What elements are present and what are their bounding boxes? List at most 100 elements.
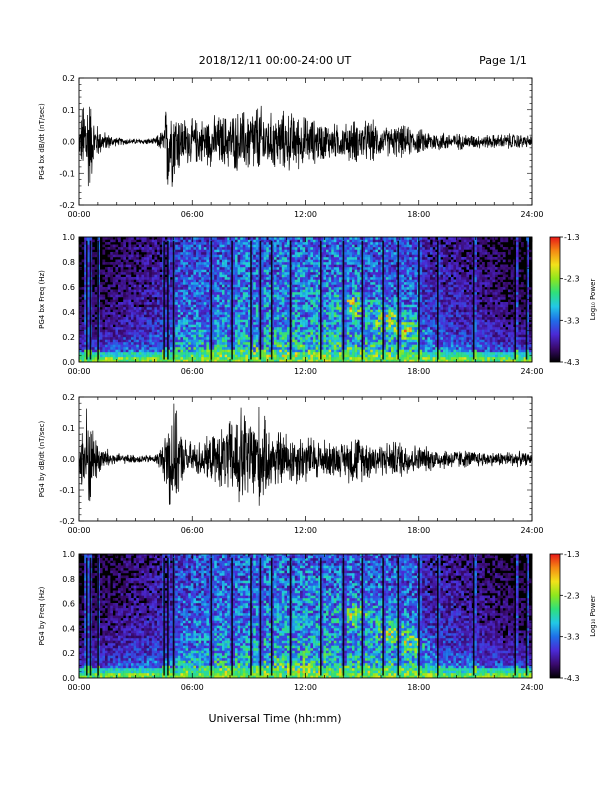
heatmap-cell [276, 252, 280, 255]
heatmap-cell [245, 302, 249, 305]
heatmap-cell [287, 342, 290, 345]
heatmap-cell [307, 257, 311, 260]
heatmap-cell [180, 327, 184, 330]
heatmap-cell [177, 322, 181, 325]
heatmap-cell [242, 254, 246, 258]
heatmap-cell [250, 357, 254, 360]
heatmap-cell [138, 297, 142, 300]
heatmap-cell [305, 287, 308, 290]
heatmap-cell [196, 359, 199, 362]
heatmap-cell [227, 349, 230, 353]
heatmap-cell [281, 257, 285, 260]
heatmap-cell [305, 324, 308, 328]
heatmap-cell [141, 302, 145, 305]
heatmap-cell [196, 289, 199, 293]
heatmap-cell [203, 282, 207, 285]
heatmap-cell [284, 299, 288, 303]
heatmap-cell [115, 262, 119, 265]
heatmap-cell [151, 327, 155, 330]
heatmap-cell [120, 307, 124, 310]
heatmap-cell [86, 324, 90, 328]
heatmap-cell [151, 297, 155, 300]
heatmap-cell [177, 239, 181, 243]
heatmap-cell [279, 359, 282, 362]
heatmap-cell [279, 334, 282, 338]
heatmap-cell [185, 324, 189, 328]
heatmap-cell [271, 257, 275, 260]
heatmap-cell [284, 302, 288, 305]
heatmap-cell [125, 237, 129, 240]
heatmap-cell [110, 359, 113, 362]
heatmap-cell [242, 344, 246, 348]
heatmap-cell [242, 307, 246, 310]
heatmap-cell [123, 307, 126, 310]
heatmap-cell [268, 249, 272, 253]
heatmap-cell [235, 262, 238, 265]
heatmap-cell [110, 269, 113, 273]
heatmap-cell [266, 292, 269, 295]
heatmap-cell [302, 274, 306, 278]
heatmap-cell [305, 357, 308, 360]
heatmap-cell [167, 249, 171, 253]
heatmap-cell [170, 334, 173, 338]
heatmap-cell [313, 332, 316, 335]
heatmap-cell [333, 344, 337, 348]
heatmap-cell [141, 334, 145, 338]
heatmap-cell [138, 287, 142, 290]
heatmap-cell [232, 334, 236, 338]
heatmap-cell [242, 294, 246, 298]
heatmap-cell [279, 314, 282, 318]
heatmap-cell [300, 269, 303, 273]
heatmap-cell [146, 239, 150, 243]
heatmap-cell [94, 287, 98, 290]
heatmap-cell [240, 352, 243, 355]
heatmap-cell [268, 244, 272, 248]
heatmap-cell [94, 254, 98, 258]
heatmap-cell [222, 297, 225, 300]
heatmap-cell [279, 239, 282, 243]
heatmap-cell [219, 242, 223, 245]
heatmap-cell [271, 322, 275, 325]
heatmap-cell [300, 319, 303, 323]
heatmap-cell [279, 332, 282, 335]
heatmap-cell [190, 317, 194, 320]
heatmap-cell [206, 257, 210, 260]
heatmap-cell [323, 349, 327, 353]
heatmap-cell [229, 247, 233, 250]
heatmap-cell [232, 357, 236, 360]
heatmap-cell [242, 339, 246, 343]
heatmap-cell [185, 292, 189, 295]
heatmap-cell [180, 299, 184, 303]
heatmap-cell [294, 254, 298, 258]
heatmap-cell [196, 314, 199, 318]
heatmap-cell [263, 257, 267, 260]
heatmap-cell [84, 332, 87, 335]
heatmap-cell [198, 272, 202, 275]
heatmap-cell [209, 307, 212, 310]
heatmap-cell [328, 304, 332, 308]
heatmap-cell [235, 244, 238, 248]
heatmap-cell [323, 352, 327, 355]
heatmap-cell [242, 284, 246, 288]
heatmap-cell [305, 339, 308, 343]
heatmap-cell [279, 352, 282, 355]
heatmap-cell [333, 274, 337, 278]
heatmap-cell [266, 259, 269, 263]
heatmap-cell [164, 312, 168, 315]
heatmap-cell [253, 312, 256, 315]
heatmap-cell [214, 307, 217, 310]
heatmap-cell [133, 294, 137, 298]
heatmap-cell [305, 239, 308, 243]
heatmap-cell [138, 354, 142, 358]
heatmap-cell [318, 252, 321, 255]
heatmap-cell [133, 249, 137, 253]
heatmap-cell [167, 342, 171, 345]
heatmap-cell [112, 262, 116, 265]
heatmap-cell [209, 329, 212, 333]
heatmap-cell [99, 314, 103, 318]
heatmap-cell [146, 237, 150, 240]
heatmap-cell [287, 252, 290, 255]
heatmap-cell [164, 279, 168, 283]
heatmap-cell [224, 262, 228, 265]
heatmap-cell [123, 239, 126, 243]
